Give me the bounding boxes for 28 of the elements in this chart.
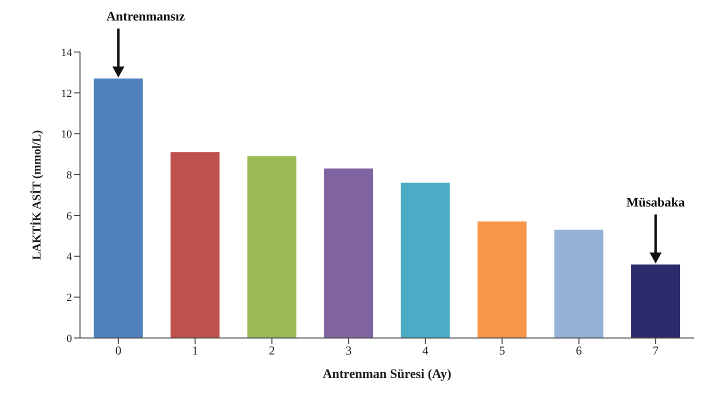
annotation: Antrenmansız — [106, 8, 186, 24]
y-tick-label: 0 — [66, 332, 72, 345]
y-tick-label: 2 — [66, 292, 72, 304]
y-tick-label: 8 — [66, 169, 72, 182]
annotation: Müsabaka — [626, 194, 686, 210]
bar — [247, 156, 296, 338]
x-tick-label: 4 — [422, 344, 428, 358]
bar — [554, 230, 604, 338]
x-tick-label: 7 — [652, 344, 659, 358]
y-tick-label: 12 — [61, 88, 72, 100]
bar — [324, 168, 374, 338]
bar — [94, 78, 143, 338]
y-tick-label: 10 — [61, 128, 72, 141]
x-tick-label: 1 — [192, 344, 198, 358]
x-tick-label: 2 — [268, 344, 275, 358]
y-tick-label: 4 — [66, 251, 72, 264]
x-axis-title: Antrenman Süresi (Ay) — [322, 366, 452, 381]
bar — [478, 222, 527, 338]
x-tick-label: 3 — [346, 344, 352, 358]
x-tick-label: 5 — [499, 344, 506, 358]
y-tick-label: 6 — [66, 210, 72, 222]
y-axis-title: LAKTİK ASİT (mmol/L) — [29, 130, 44, 260]
x-tick-label: 6 — [576, 344, 582, 358]
x-tick-label: 0 — [115, 344, 122, 358]
bar — [631, 264, 680, 338]
y-tick-label: 14 — [61, 46, 72, 59]
bar — [170, 152, 220, 338]
bar — [400, 182, 450, 338]
